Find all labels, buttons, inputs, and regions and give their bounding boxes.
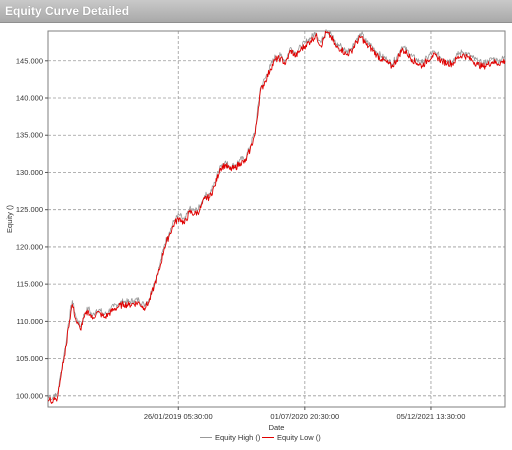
y-tick-label: 120.000 [16, 242, 43, 251]
y-tick-label: 110.000 [16, 317, 43, 326]
plot-area [47, 30, 506, 408]
legend-label: Equity Low () [277, 433, 321, 442]
y-tick-label: 140.000 [16, 94, 43, 103]
panel-titlebar: Equity Curve Detailed [0, 0, 512, 23]
legend: Equity High () Equity Low () [200, 433, 321, 442]
series-line-equity-high [47, 29, 506, 401]
y-axis-label: Equity () [5, 205, 14, 233]
y-tick-label: 145.000 [16, 56, 43, 65]
x-tick-label: 01/07/2020 20:30:00 [270, 412, 339, 421]
y-tick-label: 105.000 [16, 354, 43, 363]
y-tick-label: 115.000 [16, 280, 43, 289]
y-tick-label: 135.000 [16, 131, 43, 140]
series-line-equity-low [47, 30, 506, 404]
grid-lines [48, 31, 505, 407]
panel-title: Equity Curve Detailed [5, 4, 130, 18]
y-tick-label: 130.000 [16, 168, 43, 177]
series-group [47, 29, 506, 404]
legend-label: Equity High () [215, 433, 261, 442]
x-tick-label: 05/12/2021 13:30:00 [397, 412, 466, 421]
y-tick-label: 125.000 [16, 205, 43, 214]
y-axis-ticks: 100.000 105.000 110.000 115.000 120.000 125.0… [16, 56, 48, 400]
x-axis-ticks: 26/01/2019 05:30:00 01/07/2020 20:30:00 05… [144, 407, 466, 421]
y-tick-label: 100.000 [16, 391, 43, 400]
x-tick-label: 26/01/2019 05:30:00 [144, 412, 213, 421]
x-axis-label: Date [269, 423, 285, 432]
